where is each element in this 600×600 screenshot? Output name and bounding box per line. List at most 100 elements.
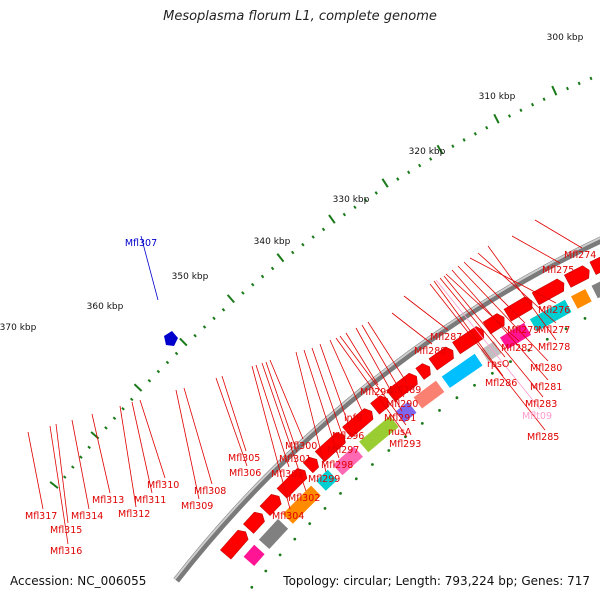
- kbp-tick: [328, 214, 336, 224]
- leader-line: [403, 295, 449, 331]
- kbp-tick: [156, 369, 161, 374]
- gene-label: Mfl317: [25, 511, 57, 522]
- leader-line: [303, 349, 340, 459]
- kbp-tick: [250, 282, 255, 287]
- leader-line: [55, 423, 69, 524]
- leader-line: [445, 273, 520, 342]
- gene-label: Mfl294: [360, 387, 392, 398]
- leader-line: [221, 375, 247, 452]
- gene-dot: [545, 337, 549, 341]
- kbp-tick: [221, 308, 226, 312]
- kbp-tick: [49, 481, 59, 489]
- leader-line: [451, 269, 549, 381]
- cog-block: [591, 281, 600, 299]
- leader-line: [91, 413, 111, 494]
- kbp-tick: [565, 86, 570, 91]
- topology-summary: Topology: circular; Length: 793,224 bp; …: [283, 574, 590, 588]
- gene-label: infB: [344, 413, 363, 424]
- gene-arrow: [386, 372, 418, 402]
- leader-line: [477, 252, 557, 324]
- kbp-tick: [507, 114, 512, 118]
- gene-arrow: [342, 408, 374, 438]
- gene-arrow: [589, 256, 600, 275]
- gene-label: Mfl305: [228, 453, 260, 464]
- kbp-tick: [112, 416, 117, 421]
- gene-label: rpsO: [487, 359, 509, 370]
- gene-dot: [293, 537, 297, 541]
- leader-line: [345, 332, 379, 386]
- kbp-tick: [241, 291, 245, 295]
- gene-label: Mfl296: [332, 431, 364, 442]
- kbp-tick: [174, 351, 179, 356]
- leader-line: [27, 431, 44, 510]
- kbp-tick: [260, 274, 265, 279]
- gene-dot: [583, 317, 587, 320]
- leader-line: [329, 339, 363, 412]
- cog-block: [282, 485, 321, 524]
- leader-line: [319, 343, 351, 430]
- leader-line: [534, 219, 583, 249]
- kbp-tick: [270, 266, 275, 271]
- gene-label: Mfl278: [538, 342, 570, 353]
- gene-label: Mfl299: [308, 474, 340, 485]
- cog-block: [243, 544, 265, 566]
- gene-label: Mfl303: [271, 469, 303, 480]
- kbp-tick: [104, 426, 108, 430]
- gene-dot: [420, 422, 424, 425]
- gene-label: Mfl297: [327, 445, 359, 456]
- gene-label: Mflt09: [522, 411, 552, 422]
- leader-line: [435, 279, 541, 410]
- gene-label: Mfl283: [525, 399, 557, 410]
- gene-label: Mfl289: [389, 385, 421, 396]
- leader-line: [183, 387, 213, 485]
- gene-label: Mfl282: [501, 343, 533, 354]
- selected-gene-marker: [164, 331, 178, 346]
- gene-arrow-track: [219, 256, 600, 560]
- gene-label: Mfl300: [285, 441, 317, 452]
- gene-label: Mfl308: [194, 486, 226, 497]
- kbp-tick: [353, 205, 357, 210]
- gene-arrow: [302, 456, 319, 474]
- kbp-tick: [276, 253, 285, 263]
- gene-label: Mfl277: [538, 325, 570, 336]
- gene-label: Mfl307: [125, 238, 157, 249]
- kbp-tick: [147, 378, 152, 383]
- gene-label: Mfl304: [272, 511, 304, 522]
- gene-dot: [564, 327, 568, 331]
- kbp-tick: [62, 475, 67, 479]
- gene-label: Mfl313: [92, 495, 124, 506]
- gene-label: Mfl279: [507, 325, 539, 336]
- leader-line: [391, 312, 433, 345]
- leader-line: [339, 335, 407, 426]
- leader-line: [71, 419, 90, 510]
- leader-line: [269, 359, 304, 440]
- kbp-tick: [436, 144, 444, 155]
- gene-label: Mfl309: [181, 501, 213, 512]
- kbp-tick: [374, 191, 378, 195]
- gene-label: Mfl302: [288, 493, 320, 504]
- kbp-tick: [212, 316, 216, 321]
- gene-dot: [527, 348, 531, 352]
- leader-line: [487, 245, 557, 341]
- kbp-tick: [542, 97, 546, 102]
- map-title: Mesoplasma florum L1, complete genome: [163, 9, 437, 24]
- leader-line: [439, 277, 506, 358]
- leader-line: [335, 337, 408, 438]
- gene-label: Mfl291: [384, 413, 416, 424]
- gene-dot: [491, 371, 494, 375]
- kbp-label: 360 kbp: [87, 302, 124, 312]
- leader-line: [367, 321, 408, 384]
- kbp-tick: [589, 76, 593, 81]
- gene-label: Mfl293: [389, 439, 421, 450]
- kbp-label-layer: 300 kbp 310 kbp 320 kbp 330 kbp 340 kbp 350 k…: [0, 33, 584, 333]
- cog-block: [529, 299, 572, 332]
- gene-arrow: [242, 511, 265, 534]
- kbp-label: 310 kbp: [479, 92, 516, 102]
- kbp-tick: [363, 198, 368, 202]
- kbp-tick: [311, 235, 315, 239]
- kbp-tick: [202, 325, 207, 329]
- cog-block: [332, 446, 363, 476]
- leader-line: [511, 235, 561, 264]
- leader-line: [457, 265, 549, 362]
